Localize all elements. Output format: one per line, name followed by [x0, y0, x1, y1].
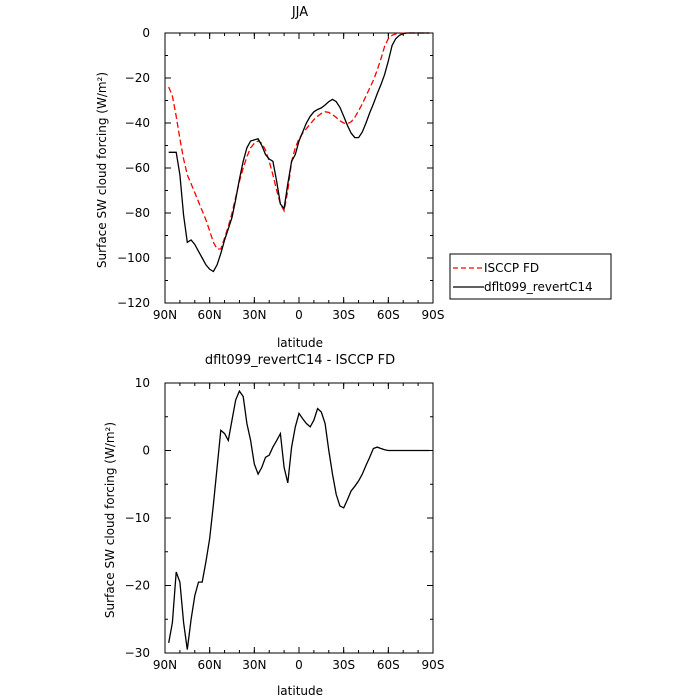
top-series-line-0 [168, 32, 430, 250]
top-series-lines [168, 32, 430, 273]
bottom-x-tick-label: 30S [332, 658, 355, 672]
top-x-tick-label: 90S [422, 308, 445, 322]
top-panel: JJA 90N 60N 30N 0 30S 60S 90S 0 −20 −40 −60 −80 −10… [95, 5, 444, 350]
top-x-tick-label: 60S [377, 308, 400, 322]
bottom-x-axis-label: latitude [277, 684, 323, 698]
top-y-ticks: 0 −20 −40 −60 −80 −100 −120 [117, 26, 433, 310]
top-y-tick-label: −40 [125, 116, 150, 130]
bottom-y-axis-label: Surface SW cloud forcing (W/m²) [103, 422, 117, 618]
bottom-y-tick-label: −10 [125, 511, 150, 525]
top-y-tick-label: −100 [117, 251, 150, 265]
bottom-x-tick-label: 30N [242, 658, 266, 672]
bottom-plot-frame [164, 382, 434, 654]
bottom-series-lines [168, 389, 430, 650]
bottom-x-tick-label: 0 [295, 658, 303, 672]
legend-label-model: dflt099_revertC14 [484, 280, 593, 294]
top-y-tick-label: −80 [125, 206, 150, 220]
top-x-tick-label: 60N [198, 308, 222, 322]
top-series-line-1 [168, 32, 430, 273]
bottom-series-line-0 [168, 389, 430, 650]
bottom-y-tick-label: −20 [125, 579, 150, 593]
top-x-tick-label: 90N [153, 308, 177, 322]
top-x-axis-label: latitude [277, 336, 323, 350]
bottom-y-ticks: 10 0 −10 −20 −30 [125, 376, 433, 660]
bottom-x-tick-label: 90S [422, 658, 445, 672]
bottom-chart-title: dflt099_revertC14 - ISCCP FD [205, 353, 395, 368]
bottom-panel: dflt099_revertC14 - ISCCP FD 90N 60N 30N 0 3… [103, 353, 444, 698]
top-x-tick-label: 0 [295, 308, 303, 322]
top-x-ticks: 90N 60N 30N 0 30S 60S 90S [153, 33, 445, 322]
top-chart-title: JJA [291, 5, 308, 20]
top-x-tick-label: 30S [332, 308, 355, 322]
bottom-x-tick-label: 90N [153, 658, 177, 672]
bottom-y-tick-label: 10 [135, 376, 150, 390]
top-y-tick-label: −60 [125, 161, 150, 175]
top-y-axis-label: Surface SW cloud forcing (W/m²) [95, 72, 109, 268]
bottom-x-ticks: 90N 60N 30N 0 30S 60S 90S [153, 383, 445, 672]
legend: ISCCP FD dflt099_revertC14 [449, 253, 612, 300]
top-y-tick-label: 0 [142, 26, 150, 40]
bottom-x-tick-label: 60N [198, 658, 222, 672]
legend-box [449, 253, 612, 300]
bottom-x-tick-label: 60S [377, 658, 400, 672]
bottom-y-tick-label: −30 [125, 646, 150, 660]
legend-label-isccp: ISCCP FD [484, 261, 539, 275]
top-x-tick-label: 30N [242, 308, 266, 322]
top-y-tick-label: −20 [125, 71, 150, 85]
bottom-y-tick-label: 0 [142, 444, 150, 458]
top-y-tick-label: −120 [117, 296, 150, 310]
